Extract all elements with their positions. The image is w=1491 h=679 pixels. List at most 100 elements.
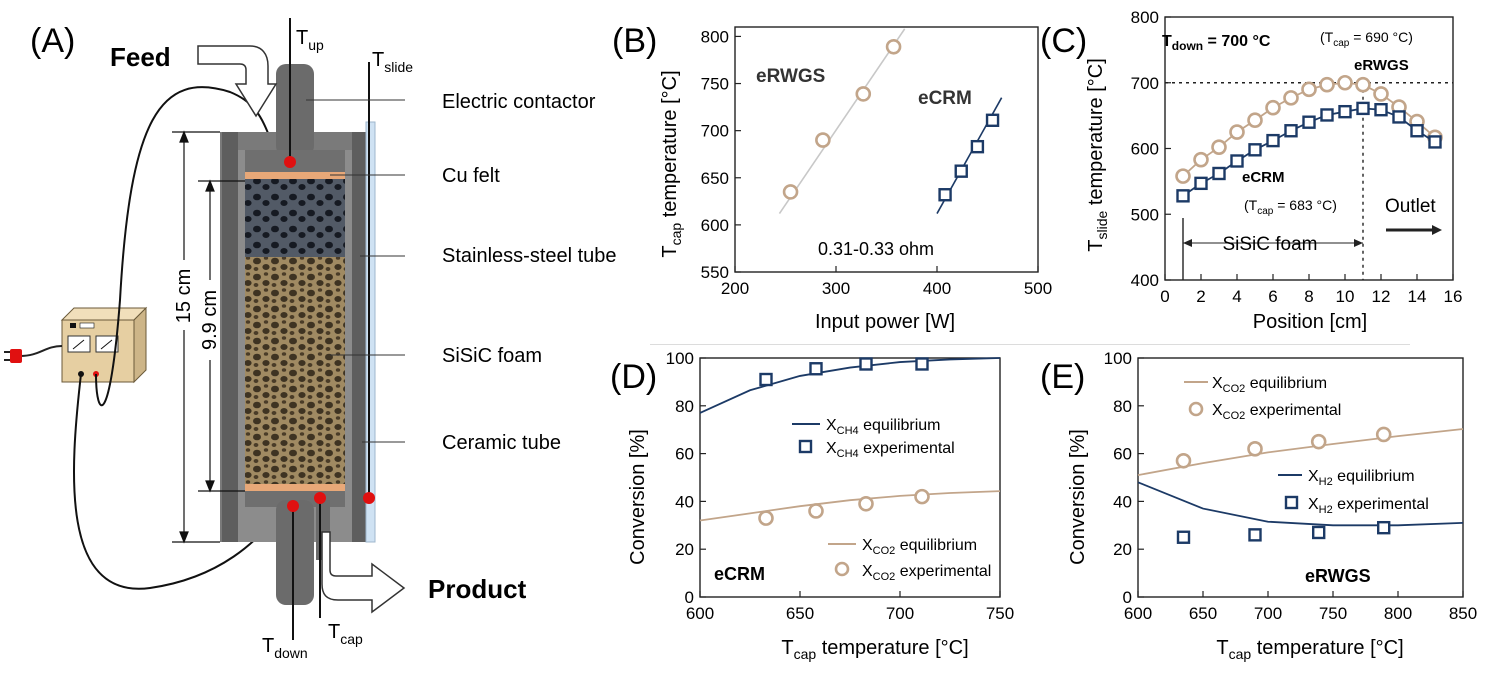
thermocouple-tup-dot — [284, 156, 296, 168]
data-point — [914, 488, 930, 505]
series-line — [1137, 428, 1464, 476]
panel-b-chart: (B) 200 300 400 500 550 600 650 700 750 800 Tcap … — [600, 0, 1052, 340]
legend-e-co2-eq: XCO2 equilibrium — [1212, 375, 1327, 395]
y-tick-label: 800 — [1131, 8, 1159, 27]
data-point — [1247, 112, 1263, 129]
plug-icon — [10, 349, 22, 363]
chart-b-note: 0.31-0.33 ohm — [818, 239, 934, 259]
data-point — [1175, 452, 1192, 469]
panel-e-chart: (E) 600 650 700 750 800 850 0 20 40 60 80 100 Conve… — [1030, 340, 1491, 674]
chart-c-series-ecrm: eCRM — [1242, 169, 1285, 186]
data-point — [1374, 103, 1388, 117]
cu-felt-top — [245, 172, 345, 179]
chart-b-ylabel: Tcap temperature [°C] — [659, 70, 684, 257]
y-tick-label: 400 — [1131, 271, 1159, 290]
x-tick-label: 12 — [1372, 287, 1391, 306]
data-point — [808, 503, 824, 519]
thermocouple-tcap-dot — [314, 492, 326, 504]
y-tick-label: 700 — [701, 122, 729, 141]
chart-c-tcap-ecrm: (Tcap = 683 °C) — [1244, 197, 1337, 217]
chart-e-xlabel: Tcap temperature [°C] — [1216, 637, 1403, 662]
x-tick-label: 2 — [1196, 287, 1205, 306]
data-point — [1247, 441, 1263, 457]
outlet-arrow-icon — [1386, 225, 1442, 235]
y-tick-label: 800 — [701, 27, 729, 46]
top-pipe — [276, 64, 314, 156]
data-point — [1212, 166, 1226, 181]
power-supply-box — [60, 306, 148, 384]
x-tick-label: 600 — [686, 604, 714, 623]
span-arrow-right — [1354, 239, 1363, 247]
x-tick-label: 750 — [986, 604, 1014, 623]
y-tick-label: 600 — [701, 216, 729, 235]
x-tick-label: 10 — [1336, 287, 1355, 306]
data-point — [859, 357, 873, 371]
y-tick-label: 600 — [1131, 140, 1159, 159]
x-tick-label: 700 — [1254, 604, 1282, 623]
x-tick-label: 650 — [786, 604, 814, 623]
label-cu-felt: Cu felt — [442, 165, 500, 187]
data-point — [1338, 104, 1352, 119]
dim-outer-label: 15 cm — [173, 269, 195, 323]
data-point — [809, 362, 823, 376]
data-point — [1211, 139, 1227, 155]
plot-frame — [699, 357, 1001, 598]
dimension-15cm — [172, 130, 220, 544]
chart-b-xlabel: Input power [W] — [815, 311, 955, 333]
data-point — [885, 38, 902, 55]
data-point — [985, 113, 1000, 127]
data-point — [938, 188, 952, 202]
data-point — [1248, 143, 1262, 157]
chart-d-svg: (D) 600 650 700 750 0 20 40 60 80 100 Conversion … — [610, 349, 1014, 662]
data-point — [915, 357, 929, 371]
data-point — [1375, 426, 1392, 443]
legend-d-ch4-eq: XCH4 equilibrium — [826, 417, 941, 437]
x-tick-label: 600 — [1124, 604, 1152, 623]
panel-a-reactor-schematic: (A) Feed — [0, 0, 617, 674]
series-line — [699, 490, 1001, 522]
data-point — [1319, 76, 1335, 93]
chart-c-tdown: Tdown = 700 °C — [1162, 33, 1271, 53]
chart-b-series-erwgs: eRWGS — [756, 66, 825, 87]
cu-felt-bottom — [245, 484, 345, 491]
x-tick-label: 750 — [1319, 604, 1347, 623]
thermocouple-tdown-dot — [287, 500, 299, 512]
x-tick-label: 16 — [1444, 287, 1463, 306]
x-tick-label: 650 — [1189, 604, 1217, 623]
reactor-schematic-svg: (A) Feed — [4, 18, 617, 661]
chart-c-plot: 0 2 4 6 8 10 12 14 16 400 500 600 700 800 — [1131, 8, 1463, 306]
chart-d-tag: eCRM — [714, 564, 765, 584]
chart-c-outlet: Outlet — [1385, 196, 1436, 217]
y-tick-label: 750 — [701, 75, 729, 94]
series-line — [699, 357, 1001, 414]
data-point — [1229, 124, 1245, 140]
data-point — [1355, 76, 1371, 93]
feed-label: Feed — [110, 42, 171, 72]
y-tick-label: 60 — [1113, 445, 1132, 464]
y-tick-label: 20 — [675, 540, 694, 559]
data-point — [1265, 99, 1281, 116]
label-stainless-steel-tube: Stainless-steel tube — [442, 245, 617, 267]
dimension-9.9cm — [198, 179, 245, 493]
x-tick-label: 700 — [886, 604, 914, 623]
chart-c-tcap-erwgs: (Tcap = 690 °C) — [1320, 29, 1413, 49]
x-tick-label: 200 — [721, 279, 749, 298]
data-point — [759, 372, 773, 387]
x-tick-label: 400 — [923, 279, 951, 298]
data-point — [782, 184, 799, 200]
data-point — [1176, 189, 1190, 203]
plot-frame — [734, 26, 1039, 273]
data-point — [1337, 74, 1353, 91]
label-electric-contactor: Electric contactor — [442, 91, 596, 113]
y-tick-label: 650 — [701, 169, 729, 188]
chart-e-tag: eRWGS — [1305, 566, 1371, 586]
x-tick-label: 0 — [1160, 287, 1169, 306]
panel-c-chart: (C) 0 2 4 6 8 10 12 14 16 400 500 600 700 800 Tslide … — [1030, 0, 1491, 340]
legend-e-h2-exp: XH2 experimental — [1308, 496, 1429, 516]
chart-c-svg: (C) 0 2 4 6 8 10 12 14 16 400 500 600 700 800 Tslide … — [1040, 8, 1463, 333]
y-tick-label: 20 — [1113, 540, 1132, 559]
y-tick-label: 550 — [701, 263, 729, 282]
data-point — [758, 510, 774, 526]
thermocouple-tslide-dot — [363, 492, 375, 504]
x-tick-label: 800 — [1384, 604, 1412, 623]
